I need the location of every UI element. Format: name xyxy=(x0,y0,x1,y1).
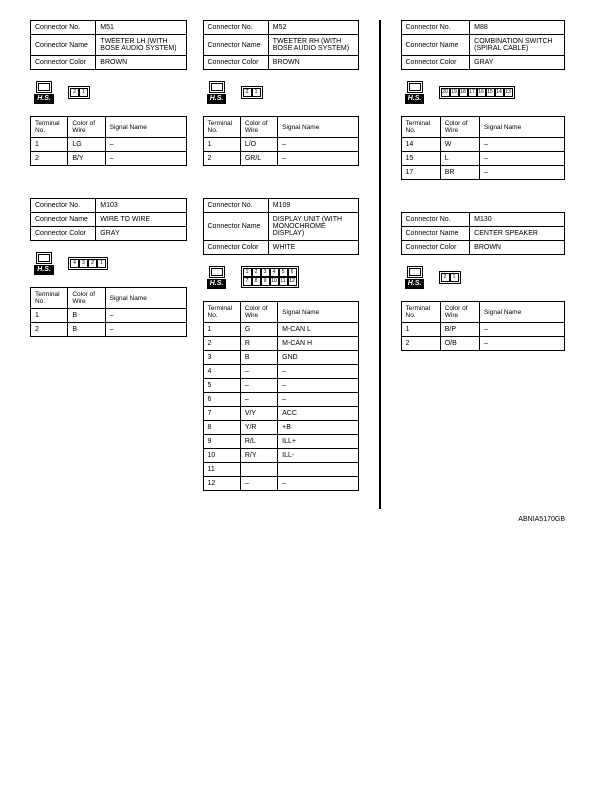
info-table: Connector No.M52 Connector NameTWEETER R… xyxy=(203,20,360,70)
table-row: 6–– xyxy=(203,393,359,407)
vertical-divider xyxy=(379,20,381,509)
val-connector-no: M51 xyxy=(96,21,186,35)
table-row: 1LG– xyxy=(31,138,187,152)
table-row: 8Y/R+B xyxy=(203,421,359,435)
info-table: Connector No.M109 Connector NameDISPLAY … xyxy=(203,198,360,255)
label-connector-color: Connector Color xyxy=(31,56,96,70)
table-row: 11 xyxy=(203,463,359,477)
pin-diagram: 2 1 xyxy=(68,86,90,99)
table-row: 2B/Y– xyxy=(31,152,187,166)
table-row: 17BR– xyxy=(401,166,565,180)
connector-m103: Connector No.M103 Connector NameWIRE TO … xyxy=(30,198,187,491)
table-row: 1GM-CAN L xyxy=(203,323,359,337)
table-row: 15L– xyxy=(401,152,565,166)
val-connector-name: TWEETER LH (WITH BOSE AUDIO SYSTEM) xyxy=(96,35,186,56)
table-row: 14W– xyxy=(401,138,565,152)
hs-badge: H.S. xyxy=(401,78,429,106)
val-connector-color: BROWN xyxy=(96,56,186,70)
connector-m88: Connector No.M88 Connector NameCOMBINATI… xyxy=(401,20,566,180)
table-row: 12–– xyxy=(203,477,359,491)
signal-table: Terminal No.Color of WireSignal Name 1B/… xyxy=(401,301,566,351)
info-table: Connector No.M51 Connector NameTWEETER L… xyxy=(30,20,187,70)
hs-badge: H.S. xyxy=(30,78,58,106)
connector-m51: Connector No.M51 Connector NameTWEETER L… xyxy=(30,20,187,166)
hs-badge: H.S. xyxy=(30,249,58,277)
table-row: 1B/P– xyxy=(401,323,565,337)
signal-table: Terminal No.Color of WireSignal Name 1B–… xyxy=(30,287,187,337)
signal-table: Terminal No.Color of WireSignal Name 1LG… xyxy=(30,116,187,166)
hs-badge: H.S. xyxy=(401,263,429,291)
table-row: 2GR/L– xyxy=(203,152,359,166)
pin-diagram: 2 1 xyxy=(241,86,263,99)
label-connector-name: Connector Name xyxy=(31,35,96,56)
table-row: 2O/B– xyxy=(401,337,565,351)
table-row: 3BGND xyxy=(203,351,359,365)
connector-m109: Connector No.M109 Connector NameDISPLAY … xyxy=(203,198,360,491)
pin-diagram: 1 2 3 4 5 6 7 8 9 10 xyxy=(241,266,299,288)
info-table: Connector No.M103 Connector NameWIRE TO … xyxy=(30,198,187,241)
table-row: 1L/O– xyxy=(203,138,359,152)
table-row: 2B– xyxy=(31,323,187,337)
signal-table: Terminal No.Color of WireSignal Name 1L/… xyxy=(203,116,360,166)
hs-badge: H.S. xyxy=(203,263,231,291)
signal-table: Terminal No.Color of WireSignal Name 14W… xyxy=(401,116,566,180)
table-row: 9R/LILL+ xyxy=(203,435,359,449)
table-row: 5–– xyxy=(203,379,359,393)
table-row: 1B– xyxy=(31,309,187,323)
table-row: 7V/YACC xyxy=(203,407,359,421)
page-footer-id: ABNIA5170GB xyxy=(518,516,565,523)
info-table: Connector No.M88 Connector NameCOMBINATI… xyxy=(401,20,566,70)
pin-diagram: 2 1 xyxy=(439,271,461,284)
info-table: Connector No.M130 Connector NameCENTER S… xyxy=(401,212,566,255)
connector-m130: Connector No.M130 Connector NameCENTER S… xyxy=(401,212,566,351)
connector-m52: Connector No.M52 Connector NameTWEETER R… xyxy=(203,20,360,166)
table-row: 10R/YILL- xyxy=(203,449,359,463)
pin-diagram: 20 19 18 17 16 15 14 13 xyxy=(439,86,515,99)
pin-diagram: 4 3 2 1 xyxy=(68,257,108,270)
label-connector-no: Connector No. xyxy=(31,21,96,35)
hs-badge: H.S. xyxy=(203,78,231,106)
table-row: 2RM-CAN H xyxy=(203,337,359,351)
table-row: 4–– xyxy=(203,365,359,379)
signal-table: Terminal No.Color of WireSignal Name 1GM… xyxy=(203,301,360,491)
